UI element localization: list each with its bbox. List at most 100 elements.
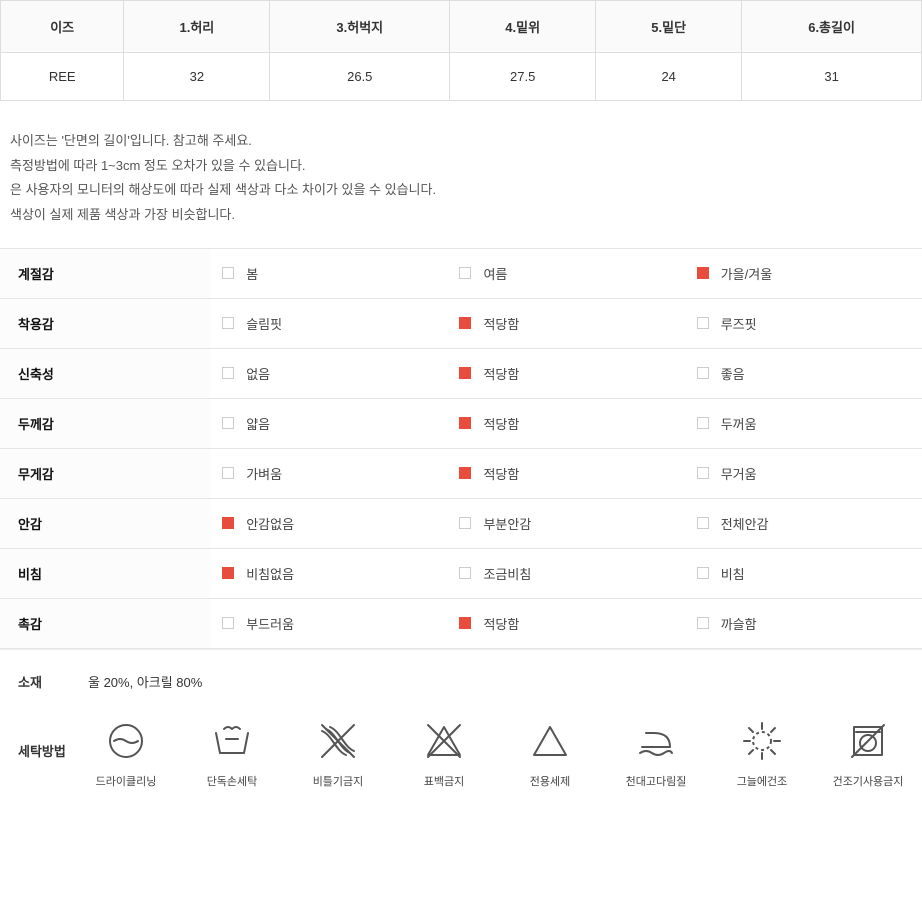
attribute-option-text: 얇음 [246, 417, 270, 432]
material-row: 소재 울 20%, 아크릴 80% [0, 649, 922, 701]
size-header-cell: 이즈 [1, 1, 124, 53]
handwash-icon [210, 719, 254, 763]
size-cell: REE [1, 53, 124, 101]
attribute-option: 적당함 [447, 398, 684, 448]
checkbox-empty-icon [697, 617, 709, 629]
size-row: REE3226.527.52431 [1, 53, 922, 101]
attribute-label: 비침 [0, 548, 210, 598]
checkbox-empty-icon [459, 267, 471, 279]
material-value: 울 20%, 아크릴 80% [88, 672, 202, 691]
checkbox-empty-icon [222, 467, 234, 479]
size-cell: 26.5 [270, 53, 450, 101]
size-cell: 24 [596, 53, 742, 101]
washing-item: 전용세제 [514, 719, 586, 789]
attribute-option-text: 슬림핏 [246, 317, 282, 332]
checkbox-checked-icon [459, 467, 471, 479]
note-line: 측정방법에 따라 1~3cm 정도 오차가 있을 수 있습니다. [10, 154, 912, 179]
washing-item-text: 드라이클리닝 [96, 773, 157, 789]
attribute-option: 안감없음 [210, 498, 447, 548]
attribute-label: 무게감 [0, 448, 210, 498]
attribute-option: 좋음 [685, 348, 922, 398]
checkbox-empty-icon [697, 417, 709, 429]
attribute-option: 루즈핏 [685, 298, 922, 348]
attribute-option-text: 전체안감 [721, 517, 769, 532]
washing-item-text: 천대고다림질 [626, 773, 687, 789]
checkbox-checked-icon [459, 417, 471, 429]
attribute-label: 촉감 [0, 598, 210, 648]
size-cell: 31 [742, 53, 922, 101]
checkbox-checked-icon [459, 317, 471, 329]
checkbox-empty-icon [222, 417, 234, 429]
checkbox-empty-icon [459, 567, 471, 579]
attribute-option-text: 봄 [246, 267, 258, 282]
washing-item: 드라이클리닝 [90, 719, 162, 789]
attribute-option: 전체안감 [685, 498, 922, 548]
nowring-icon [316, 719, 360, 763]
attribute-option-text: 여름 [483, 267, 507, 282]
washing-label: 세탁방법 [18, 719, 90, 760]
attribute-label: 착용감 [0, 298, 210, 348]
size-notes: 사이즈는 '단면의 길이'입니다. 참고해 주세요.측정방법에 따라 1~3cm… [0, 101, 922, 248]
checkbox-empty-icon [222, 617, 234, 629]
attribute-row: 비침 비침없음 조금비침 비침 [0, 548, 922, 598]
ironcloth-icon [634, 719, 678, 763]
attribute-option: 부드러움 [210, 598, 447, 648]
attribute-row: 계절감봄여름가을/겨울 [0, 248, 922, 298]
size-cell: 27.5 [450, 53, 596, 101]
checkbox-empty-icon [697, 517, 709, 529]
attribute-option-text: 무거움 [721, 467, 757, 482]
checkbox-empty-icon [697, 567, 709, 579]
note-line: 색상이 실제 제품 색상과 가장 비슷합니다. [10, 203, 912, 228]
nobleach-icon [422, 719, 466, 763]
washing-item-text: 표백금지 [424, 773, 464, 789]
size-header-cell: 1.허리 [124, 1, 270, 53]
size-header-cell: 4.밑위 [450, 1, 596, 53]
checkbox-empty-icon [697, 317, 709, 329]
attribute-option-text: 부분안감 [483, 517, 531, 532]
washing-item-text: 비틀기금지 [313, 773, 364, 789]
material-label: 소재 [18, 672, 88, 691]
checkbox-checked-icon [459, 617, 471, 629]
attribute-row: 안감안감없음부분안감전체안감 [0, 498, 922, 548]
detergent-icon [528, 719, 572, 763]
attribute-option: 비침없음 [210, 548, 447, 598]
washing-item: 건조기사용금지 [832, 719, 904, 789]
attribute-option: 적당함 [447, 298, 684, 348]
attribute-table: 계절감봄여름가을/겨울착용감슬림핏적당함루즈핏신축성없음적당함좋음두께감얇음적당… [0, 248, 922, 649]
checkbox-checked-icon [697, 267, 709, 279]
attribute-option-text: 비침 [721, 567, 745, 582]
dryclean-icon [104, 719, 148, 763]
attribute-option: 없음 [210, 348, 447, 398]
attribute-option: 적당함 [447, 348, 684, 398]
attribute-row: 두께감얇음적당함두꺼움 [0, 398, 922, 448]
attribute-option: 여름 [447, 248, 684, 298]
attribute-row: 착용감 슬림핏 적당함 루즈핏 [0, 298, 922, 348]
attribute-option-text: 조금비침 [483, 567, 531, 582]
attribute-option-text: 적당함 [483, 617, 519, 632]
attribute-option: 적당함 [447, 448, 684, 498]
size-cell: 32 [124, 53, 270, 101]
washing-item-text: 그늘에건조 [737, 773, 788, 789]
washing-item-text: 건조기사용금지 [833, 773, 904, 789]
checkbox-empty-icon [222, 267, 234, 279]
attribute-option-text: 적당함 [483, 317, 519, 332]
checkbox-checked-icon [222, 567, 234, 579]
attribute-option: 가벼움 [210, 448, 447, 498]
attribute-option-text: 비침없음 [246, 567, 294, 582]
checkbox-empty-icon [222, 317, 234, 329]
size-header-cell: 6.총길이 [742, 1, 922, 53]
attribute-option: 슬림핏 [210, 298, 447, 348]
attribute-row: 촉감부드러움적당함까슬함 [0, 598, 922, 648]
checkbox-empty-icon [459, 517, 471, 529]
attribute-option-text: 안감없음 [246, 517, 294, 532]
attribute-label: 계절감 [0, 248, 210, 298]
washing-row: 세탁방법 드라이클리닝 단독손세탁비틀기금지 표백금지 전용세제천대고다림질 그늘에건조… [0, 701, 922, 813]
attribute-option: 조금비침 [447, 548, 684, 598]
size-header-cell: 5.밑단 [596, 1, 742, 53]
attribute-option-text: 가벼움 [246, 467, 282, 482]
attribute-option-text: 적당함 [483, 367, 519, 382]
attribute-option-text: 루즈핏 [721, 317, 757, 332]
attribute-option-text: 좋음 [721, 367, 745, 382]
washing-item: 단독손세탁 [196, 719, 268, 789]
attribute-option-text: 부드러움 [246, 617, 294, 632]
